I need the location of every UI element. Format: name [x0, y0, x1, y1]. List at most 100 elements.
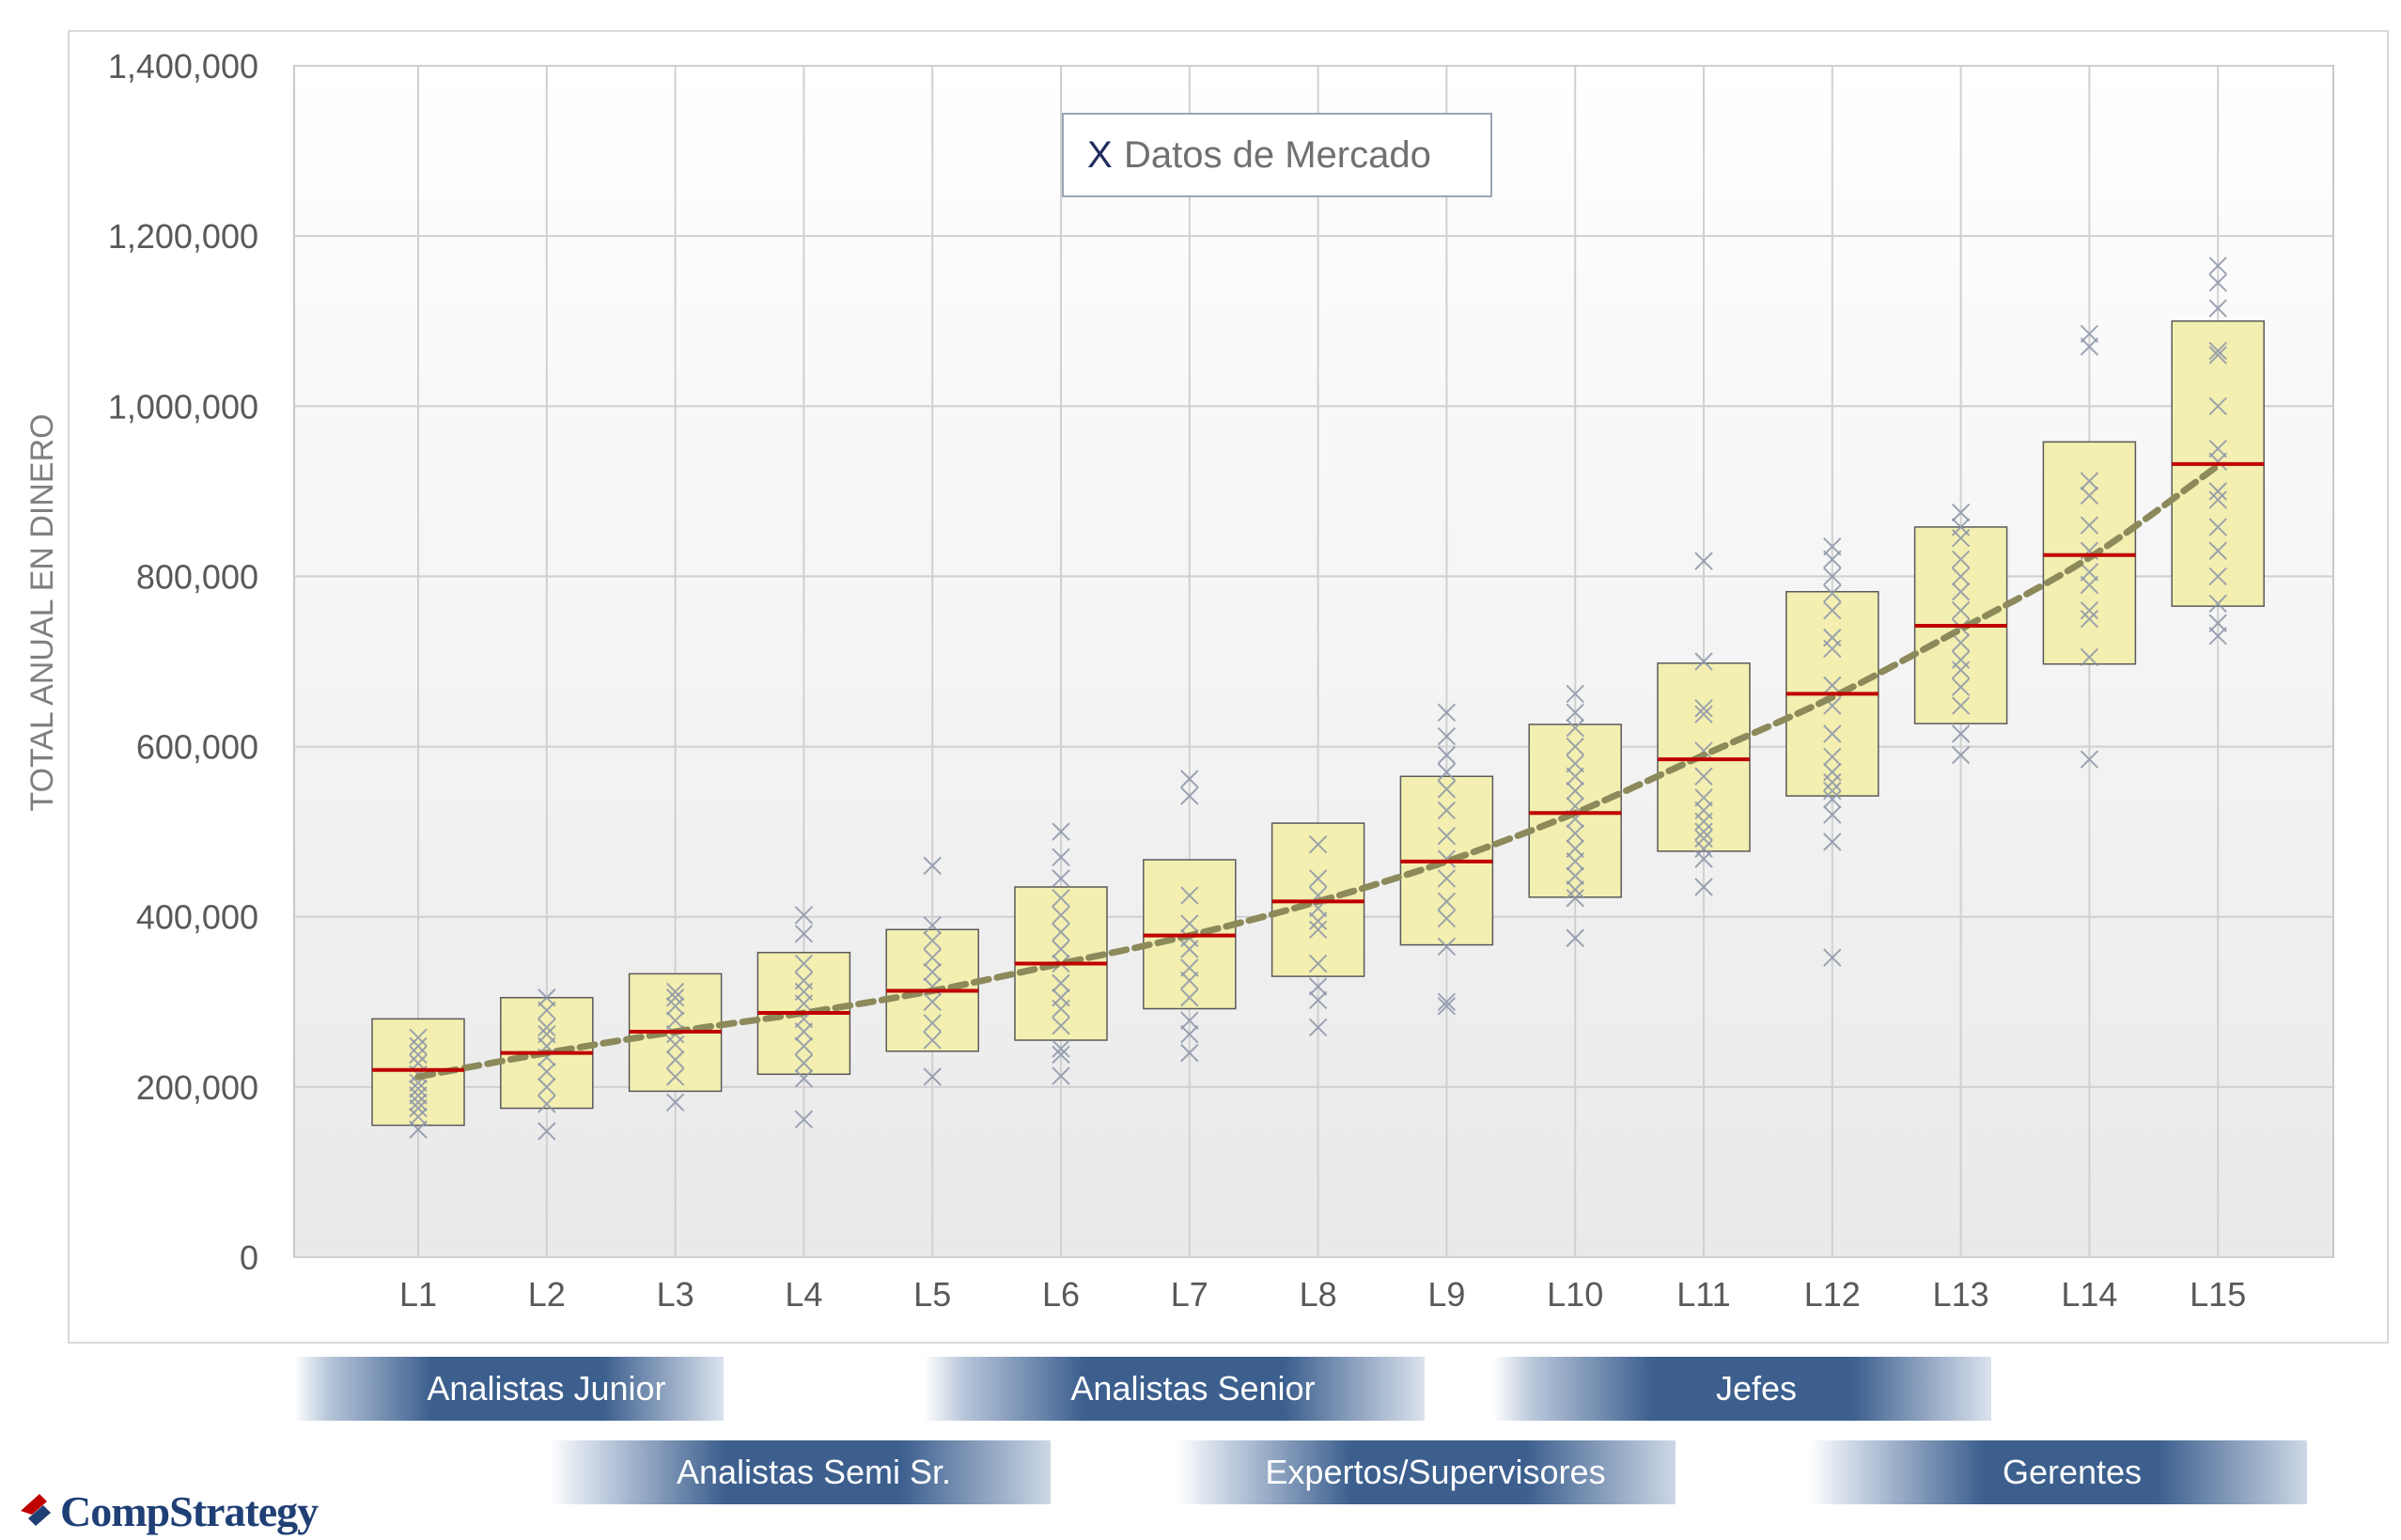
- market-data-point: [1823, 790, 1842, 809]
- market-data-point: [538, 1062, 556, 1081]
- market-data-point: [1694, 652, 1713, 671]
- market-data-point: [409, 1107, 428, 1127]
- trend-line: [414, 462, 2222, 1081]
- market-data-point: [1180, 988, 1199, 1007]
- market-data-point: [1566, 839, 1584, 858]
- market-data-point: [1052, 1066, 1070, 1085]
- group-analistas-junior: Analistas Junior: [294, 1357, 724, 1421]
- y-axis-label: TOTAL ANUAL EN DINERO: [24, 413, 60, 811]
- market-data-point: [1437, 909, 1457, 928]
- market-data-point: [2208, 346, 2227, 365]
- market-data-point: [2080, 563, 2099, 582]
- market-data-point: [1437, 726, 1457, 746]
- market-data-point: [1566, 737, 1584, 756]
- market-data-point: [1694, 705, 1713, 723]
- market-data-point: [1951, 633, 1971, 652]
- market-data-point: [665, 1011, 685, 1030]
- market-data-point: [1437, 992, 1457, 1011]
- market-data-point: [409, 1120, 428, 1139]
- market-data-point: [538, 1078, 556, 1097]
- group-jefes: Jefes: [1493, 1357, 1991, 1421]
- market-data-point: [2080, 516, 2099, 535]
- market-data-point: [409, 1086, 428, 1105]
- market-data-point: [923, 916, 942, 935]
- market-data-point: [1052, 1016, 1070, 1035]
- market-data-point: [1823, 747, 1842, 767]
- x-tick-label: L1: [399, 1275, 437, 1314]
- market-data-point: [1052, 906, 1070, 925]
- logo-icon: [21, 1494, 51, 1526]
- market-data-point: [794, 1036, 814, 1056]
- market-data-point: [1437, 703, 1457, 723]
- market-data-point: [1566, 684, 1584, 704]
- market-data-point: [1052, 1045, 1070, 1065]
- market-data-point: [1437, 892, 1457, 911]
- market-data-point: [1823, 832, 1842, 851]
- x-tick-label: L13: [1933, 1275, 1989, 1314]
- market-data-point: [1566, 866, 1584, 885]
- x-tick-label: L15: [2190, 1275, 2246, 1314]
- market-data-point: [794, 1053, 814, 1073]
- x-tick-label: L3: [657, 1275, 694, 1314]
- x-tick-label: L10: [1547, 1275, 1603, 1314]
- market-data-point: [1308, 920, 1328, 940]
- market-data-point: [1566, 754, 1584, 773]
- market-data-point: [1823, 567, 1842, 586]
- x-tick-label: L6: [1042, 1275, 1080, 1314]
- legend-label: Datos de Mercado: [1124, 134, 1431, 176]
- market-data-point: [923, 948, 942, 967]
- market-data-point: [1823, 781, 1842, 801]
- market-data-point: [1437, 997, 1457, 1016]
- market-data-point: [2208, 397, 2227, 415]
- market-data-point: [1694, 878, 1713, 896]
- y-tick-label: 200,000: [136, 1068, 258, 1107]
- x-tick-label: L12: [1804, 1275, 1861, 1314]
- market-data-point: [1437, 745, 1457, 765]
- market-data-point: [2208, 490, 2227, 509]
- market-data-point: [1052, 940, 1070, 958]
- market-data-point: [1823, 583, 1842, 603]
- market-data-point: [1823, 537, 1842, 556]
- group-gerentes: Gerentes: [1809, 1440, 2307, 1504]
- market-data-point: [1566, 880, 1584, 899]
- market-data-point: [1566, 928, 1584, 948]
- axes: 0 200,000 400,000 600,000 800,000 1,000,000 1,…: [108, 47, 2246, 1314]
- y-tick-label: 400,000: [136, 898, 258, 937]
- y-tick-label: 1,200,000: [108, 217, 258, 256]
- market-data-point: [2080, 324, 2099, 344]
- market-data-point: [1052, 973, 1070, 993]
- market-data-point: [1823, 805, 1842, 824]
- market-data-point: [538, 988, 556, 1007]
- market-data-point: [1180, 1011, 1199, 1030]
- x-tick-label: L7: [1171, 1275, 1208, 1314]
- market-data-point: [1951, 745, 1971, 765]
- market-data-point: [2208, 341, 2227, 361]
- market-data-point: [538, 1122, 556, 1141]
- group-analistas-semi-sr: Analistas Semi Sr.: [549, 1440, 1051, 1504]
- market-data-point: [665, 988, 685, 1007]
- chart: 0 200,000 400,000 600,000 800,000 1,000,000 1,…: [24, 47, 2334, 1314]
- market-data-point: [794, 971, 814, 990]
- market-data-point: [538, 1095, 556, 1113]
- market-data-point: [1951, 650, 1971, 669]
- y-tick-label: 800,000: [136, 557, 258, 596]
- market-data-point: [794, 925, 814, 943]
- market-data-point: [1052, 988, 1070, 1007]
- market-data-point: [409, 1045, 428, 1065]
- market-data-point: [1566, 703, 1584, 723]
- market-data-point: [2080, 337, 2099, 356]
- market-data-point: [794, 1022, 814, 1041]
- y-tick-label: 1,000,000: [108, 387, 258, 426]
- market-data-point: [2208, 439, 2227, 459]
- market-data-point: [923, 962, 942, 982]
- y-tick-label: 0: [240, 1238, 258, 1277]
- market-data-point: [923, 931, 942, 950]
- market-data-point: [2208, 567, 2227, 586]
- market-data-point: [1052, 889, 1070, 908]
- market-data-point: [1823, 724, 1842, 743]
- market-data-point: [409, 1036, 428, 1056]
- market-data-point: [1566, 852, 1584, 871]
- x-tick-label: L9: [1427, 1275, 1465, 1314]
- market-data-point: [1694, 829, 1713, 848]
- market-data-point: [1308, 835, 1328, 854]
